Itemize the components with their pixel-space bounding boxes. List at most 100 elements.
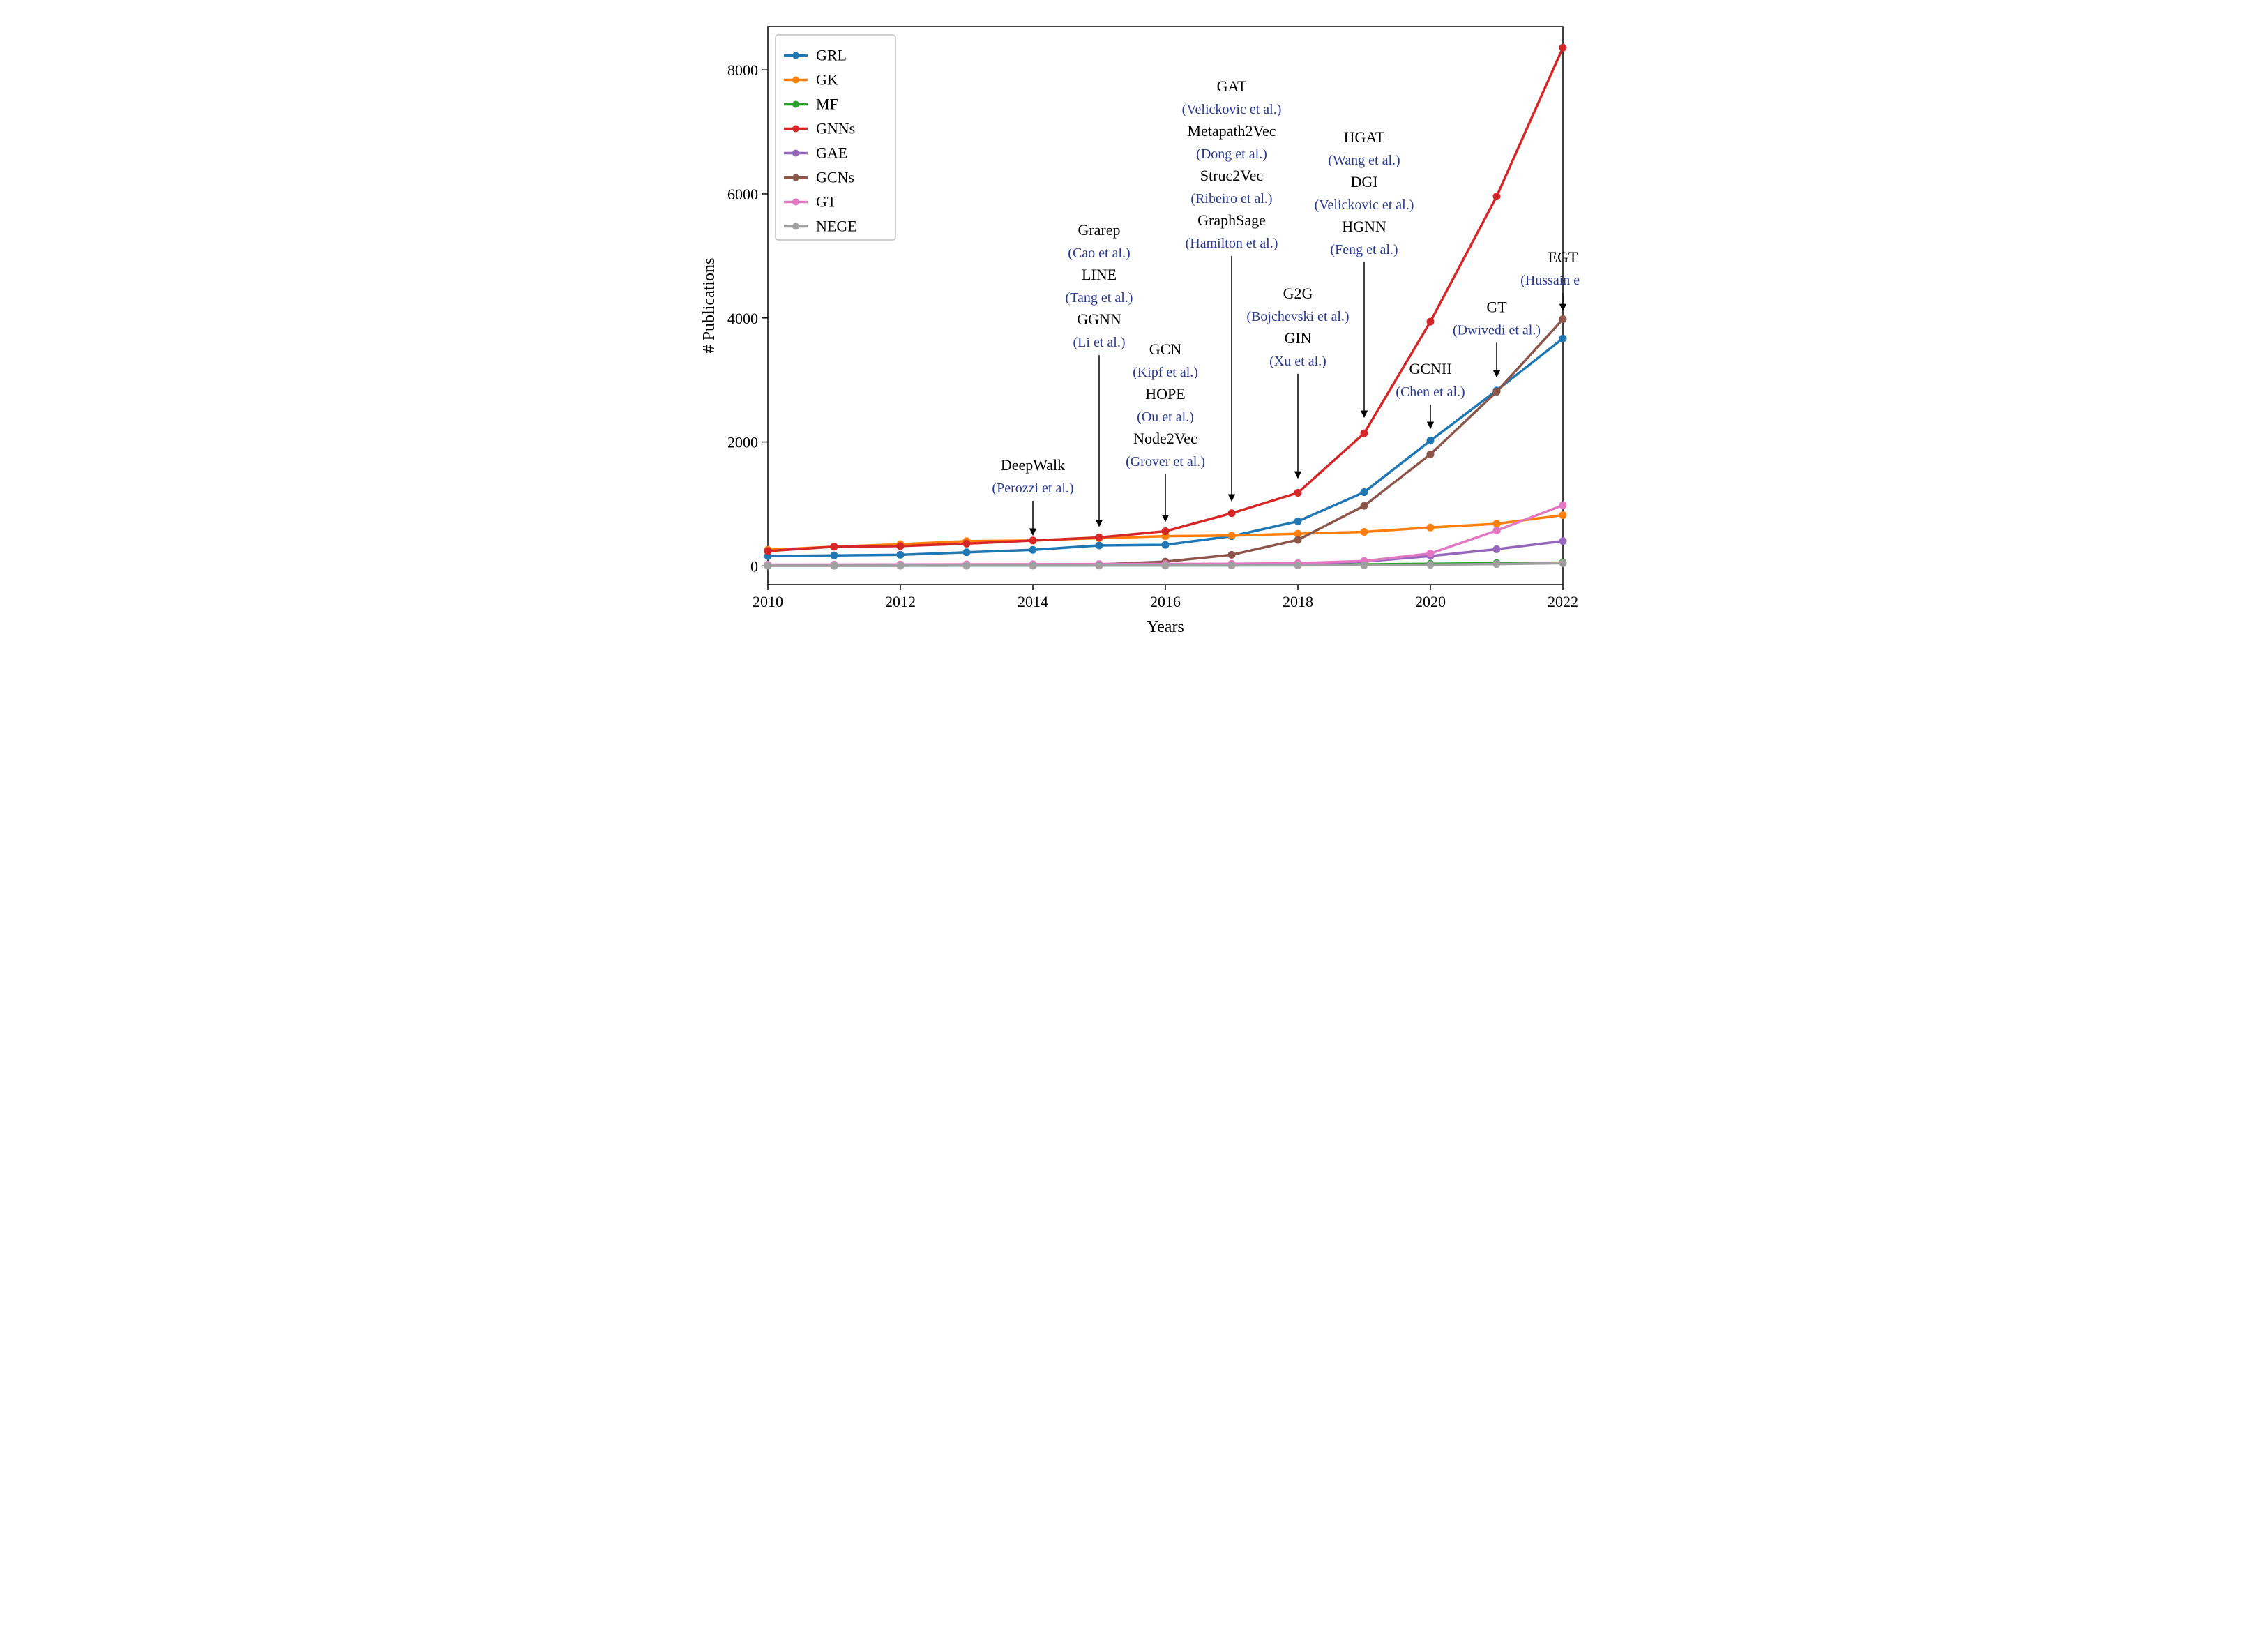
annotation-label: G2G [1283, 285, 1313, 302]
annotation-citation: (Velickovic et al.) [1315, 197, 1414, 213]
annotation-label: DeepWalk [1001, 456, 1065, 474]
series-marker-grl [1294, 518, 1301, 525]
series-marker-gnns [897, 543, 904, 550]
series-marker-gcns [1427, 451, 1434, 458]
legend-label: GCNs [816, 169, 854, 186]
series-marker-grl [963, 549, 970, 556]
legend-marker [792, 199, 799, 206]
annotation-label: GCNII [1409, 360, 1451, 377]
y-tick-label: 0 [750, 557, 758, 575]
legend-label: NEGE [816, 218, 857, 235]
annotation-label: EGT [1548, 248, 1578, 266]
series-marker-nege [1493, 561, 1500, 568]
legend-label: MF [816, 96, 838, 113]
annotation-label: Struc2Vec [1200, 167, 1264, 184]
series-marker-gnns [1029, 537, 1036, 544]
annotation-label: GraphSage [1197, 211, 1266, 229]
annotation-citation: (Ribeiro et al.) [1190, 191, 1272, 206]
series-marker-gk [1427, 524, 1434, 531]
series-marker-nege [1361, 562, 1368, 569]
legend-marker [792, 150, 799, 157]
x-tick-label: 2010 [753, 593, 783, 610]
series-marker-gt [1427, 550, 1434, 557]
legend-label: GK [816, 71, 838, 89]
x-tick-label: 2014 [1018, 593, 1048, 610]
y-tick-label: 6000 [727, 186, 758, 203]
annotation-label: HGAT [1344, 128, 1385, 146]
annotation-label: LINE [1082, 266, 1117, 283]
series-marker-gt [1559, 502, 1566, 509]
series-marker-gae [1493, 545, 1500, 552]
series-marker-gnns [831, 543, 838, 550]
legend-label: GRL [816, 47, 847, 64]
annotations-group: (Perozzi et al.) DeepWalk (Li et al.) GGNN (… [992, 77, 1580, 535]
series-marker-nege [963, 562, 970, 569]
annotation-label: Node2Vec [1133, 430, 1197, 447]
series-marker-grl [1029, 546, 1036, 553]
annotation-label: HGNN [1342, 218, 1386, 235]
y-tick-label: 4000 [727, 310, 758, 327]
series-marker-nege [1427, 562, 1434, 569]
series-marker-gcns [1294, 536, 1301, 543]
legend-marker [792, 223, 799, 230]
series-marker-gcns [1361, 502, 1368, 509]
annotation-citation: (Bojchevski et al.) [1246, 309, 1349, 324]
series-marker-gk [1228, 532, 1235, 539]
series-marker-nege [1096, 562, 1103, 569]
series-marker-nege [1162, 562, 1169, 569]
annotation-citation: (Grover et al.) [1126, 454, 1205, 469]
series-marker-gnns [1493, 193, 1500, 200]
legend-label: GNNs [816, 120, 855, 137]
annotation-citation: (Xu et al.) [1269, 354, 1326, 369]
annotation-label: Grarep [1078, 221, 1120, 239]
annotation-citation: (Wang et al.) [1328, 153, 1400, 168]
x-tick-label: 2022 [1548, 593, 1578, 610]
annotation-citation: (Li et al.) [1073, 335, 1126, 350]
annotation-label: GT [1486, 298, 1507, 315]
series-marker-gnns [1228, 510, 1235, 517]
annotation-citation: (Perozzi et al.) [992, 481, 1073, 496]
series-marker-grl [831, 552, 838, 559]
legend-label: GAE [816, 144, 847, 162]
annotation-citation: (Kipf et al.) [1133, 365, 1198, 380]
series-marker-gnns [764, 548, 771, 555]
annotation-citation: (Hamilton et al.) [1186, 236, 1278, 251]
legend-marker [792, 174, 799, 181]
annotation-citation: (Hussain et al.) [1520, 273, 1580, 288]
series-marker-nege [1559, 559, 1566, 566]
y-tick-label: 8000 [727, 61, 758, 79]
annotation-citation: (Velickovic et al.) [1182, 102, 1282, 117]
annotation-citation: (Dong et al.) [1196, 146, 1267, 162]
legend-label: GT [816, 193, 837, 211]
y-tick-label: 2000 [727, 434, 758, 451]
annotation-label: GIN [1284, 329, 1311, 347]
x-tick-label: 2012 [885, 593, 916, 610]
x-axis-title: Years [1147, 618, 1184, 636]
series-marker-nege [1029, 562, 1036, 569]
series-marker-grl [1096, 542, 1103, 549]
series-marker-nege [1228, 562, 1235, 569]
series-marker-nege [1294, 562, 1301, 569]
series-marker-gk [1559, 511, 1566, 518]
series-marker-gk [1493, 520, 1500, 527]
legend-marker [792, 126, 799, 133]
series-marker-grl [1361, 489, 1368, 496]
annotation-label: DGI [1350, 173, 1377, 190]
legend: GRL GK MF GNNs GAE GCNs GT NEGE [776, 35, 895, 240]
series-marker-gnns [1361, 430, 1368, 437]
series-marker-grl [1162, 541, 1169, 548]
series-marker-nege [764, 562, 771, 569]
annotation-citation: (Cao et al.) [1068, 246, 1130, 261]
publications-chart: 2010201220142016201820202022Years0200040… [688, 0, 1580, 649]
annotation-label: GGNN [1077, 310, 1121, 328]
x-tick-label: 2020 [1415, 593, 1446, 610]
series-marker-grl [1559, 335, 1566, 342]
chart-container: 2010201220142016201820202022Years0200040… [688, 0, 1580, 649]
legend-marker [792, 52, 799, 59]
y-axis-title: # Publications [700, 258, 718, 354]
annotation-label: GAT [1217, 77, 1247, 95]
series-marker-gcns [1228, 551, 1235, 558]
series-marker-gae [1559, 538, 1566, 545]
series-marker-gnns [1294, 489, 1301, 496]
legend-marker [792, 101, 799, 108]
